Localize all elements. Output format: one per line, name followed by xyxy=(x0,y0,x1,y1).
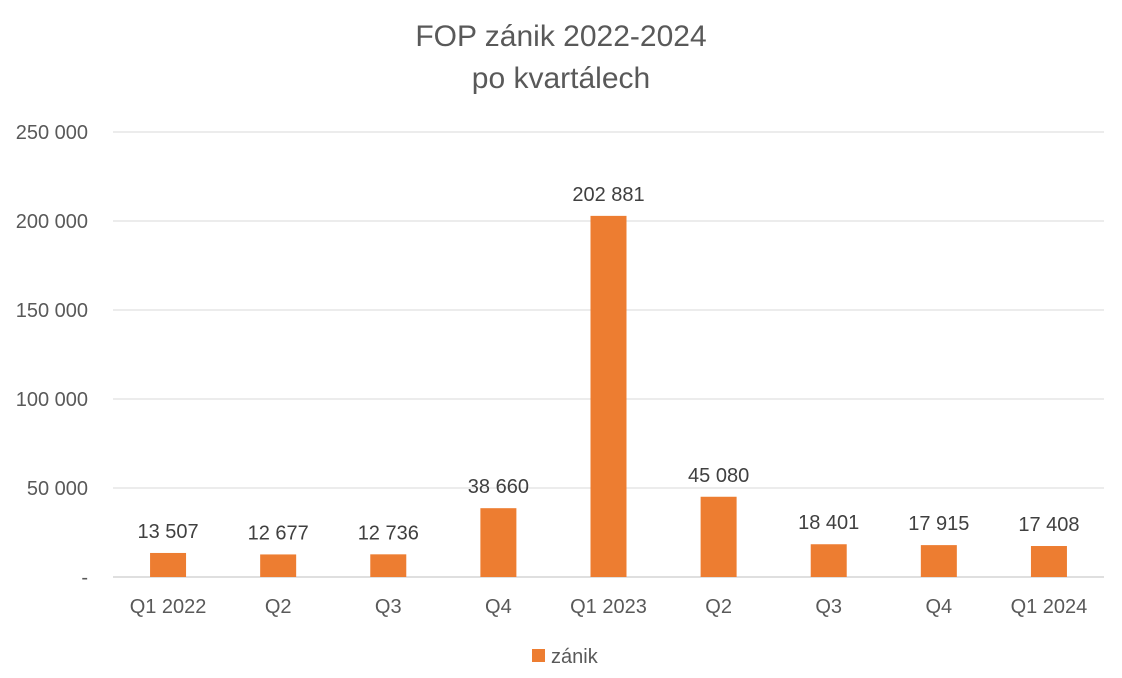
bar xyxy=(920,545,957,577)
data-label: 18 401 xyxy=(798,512,859,534)
bar xyxy=(1030,546,1067,577)
bar xyxy=(590,215,627,577)
bar xyxy=(370,554,407,577)
x-tick-label: Q2 xyxy=(265,596,292,618)
data-label: 45 080 xyxy=(688,465,749,487)
legend-swatch xyxy=(532,649,545,662)
data-label: 17 408 xyxy=(1018,514,1079,536)
x-tick-label: Q1 2023 xyxy=(570,596,647,618)
bars xyxy=(150,215,1067,577)
y-tick-label: 250 000 xyxy=(16,122,88,144)
legend-label: zánik xyxy=(551,646,599,668)
chart-subtitle: po kvartálech xyxy=(471,62,651,95)
y-tick-label: 150 000 xyxy=(16,300,88,322)
x-tick-label: Q1 2024 xyxy=(1011,596,1088,618)
data-label: 17 915 xyxy=(908,513,969,535)
data-label: 13 507 xyxy=(137,521,198,543)
x-tick-label: Q4 xyxy=(925,596,952,618)
bar xyxy=(480,508,517,577)
y-tick-label: 50 000 xyxy=(27,478,88,500)
data-label: 12 677 xyxy=(248,522,309,544)
x-tick-label: Q3 xyxy=(815,596,842,618)
bar xyxy=(260,554,297,577)
y-tick-label: - xyxy=(81,567,88,589)
bar xyxy=(700,496,737,577)
x-axis-tick-labels: Q1 2022 Q2 Q3 Q4 Q1 2023 Q2 Q3 Q4 Q1 2024 xyxy=(130,596,1088,618)
y-tick-label: 200 000 xyxy=(16,211,88,233)
x-tick-label: Q2 xyxy=(705,596,732,618)
data-label: 38 660 xyxy=(468,476,529,498)
x-tick-label: Q3 xyxy=(375,596,402,618)
x-tick-label: Q1 2022 xyxy=(130,596,207,618)
data-label: 202 881 xyxy=(572,184,644,206)
data-label: 12 736 xyxy=(358,522,419,544)
legend: zánik xyxy=(532,646,599,668)
chart-title: FOP zánik 2022-2024 xyxy=(415,20,707,53)
y-tick-label: 100 000 xyxy=(16,389,88,411)
data-labels: 13 507 12 677 12 736 38 660 202 881 45 080 18 … xyxy=(137,184,1079,545)
y-axis-tick-labels: - 50 000 100 000 150 000 200 000 250 000 xyxy=(16,122,88,589)
bar xyxy=(810,544,847,577)
bar xyxy=(150,552,187,577)
x-tick-label: Q4 xyxy=(485,596,512,618)
